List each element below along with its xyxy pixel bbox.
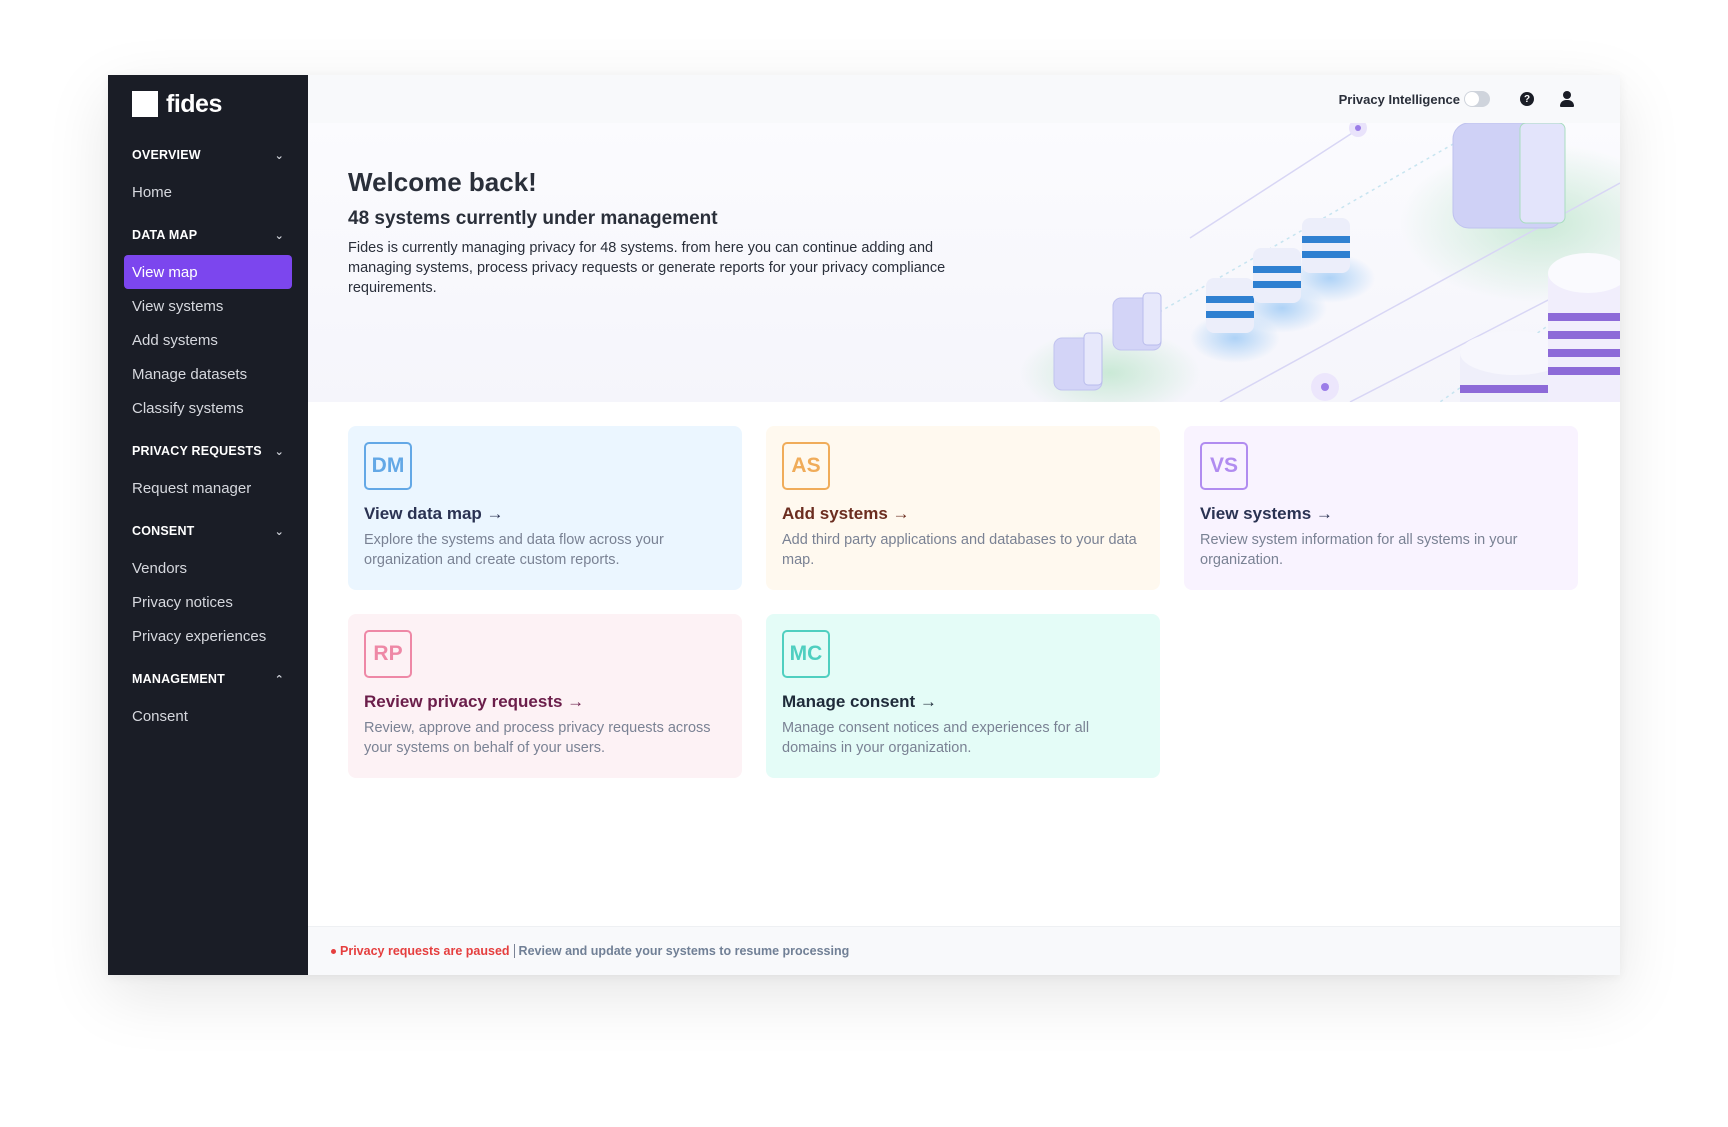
card-title-link[interactable]: Add systems → <box>782 504 910 523</box>
privacy-intelligence-label: Privacy Intelligence <box>1338 91 1460 107</box>
help-icon[interactable]: ? <box>1520 92 1534 106</box>
server-block-large <box>1452 123 1566 229</box>
welcome-title: Welcome back! <box>348 167 537 197</box>
chevron-down-icon: ⌄ <box>274 525 284 538</box>
card-description: Review, approve and process privacy requ… <box>364 720 711 756</box>
fides-logo[interactable]: fides <box>132 89 292 118</box>
chevron-down-icon: ⌄ <box>274 149 284 162</box>
welcome-hero: Welcome back! 48 systems currently under… <box>308 123 1620 402</box>
chevron-down-icon: ⌄ <box>274 445 284 458</box>
nav-section-management[interactable]: MANAGEMENT ⌃ <box>124 661 292 697</box>
card-as[interactable]: AS Add systems → Add third party applica… <box>766 426 1160 590</box>
card-rp[interactable]: RP Review privacy requests → Review, app… <box>348 614 742 778</box>
sidebar-item-view-map[interactable]: View map <box>124 255 292 289</box>
card-description: Review system information for all system… <box>1200 532 1518 568</box>
nav-section-label: MANAGEMENT <box>132 672 225 686</box>
nav-section-label: DATA MAP <box>132 228 198 242</box>
card-description: Add third party applications and databas… <box>782 532 1137 568</box>
card-dm[interactable]: DM View data map → Explore the systems a… <box>348 426 742 590</box>
user-icon[interactable] <box>1560 91 1574 107</box>
logo-mark <box>132 91 158 117</box>
sidebar-item-add-systems[interactable]: Add systems <box>132 331 218 349</box>
nav-section-overview[interactable]: OVERVIEW ⌄ <box>124 137 292 173</box>
card-description: Manage consent notices and experiences f… <box>782 720 1090 756</box>
systems-count-subtitle: 48 systems currently under management <box>348 208 718 229</box>
main-content: Privacy Intelligence ? <box>308 75 1620 975</box>
sidebar-item-consent[interactable]: Consent <box>132 707 188 725</box>
sidebar-item-home[interactable]: Home <box>132 183 173 201</box>
card-vs[interactable]: VS View systems → Review system informat… <box>1184 426 1578 590</box>
nav-section-consent[interactable]: CONSENT ⌄ <box>124 513 292 549</box>
sidebar-item-privacy-experiences[interactable]: Privacy experiences <box>132 627 267 645</box>
nav-section-data-map[interactable]: DATA MAP ⌄ <box>124 217 292 253</box>
privacy-intelligence-toggle[interactable] <box>1464 91 1490 107</box>
database-stack-3 <box>1302 218 1350 273</box>
chevron-down-icon: ⌄ <box>274 229 284 242</box>
nav-section-label: CONSENT <box>132 524 195 538</box>
sidebar-item-classify-systems[interactable]: Classify systems <box>132 399 244 417</box>
sidebar-item-privacy-notices[interactable]: Privacy notices <box>132 593 233 611</box>
cylinder-db <box>1460 253 1620 402</box>
nav-section-label: PRIVACY REQUESTS <box>132 444 262 458</box>
card-description: Explore the systems and data flow across… <box>364 532 664 568</box>
brand-name: fides <box>166 89 222 118</box>
card-title-link[interactable]: View data map → <box>364 504 504 523</box>
card-badge-icon: MC <box>782 630 830 678</box>
card-title-link[interactable]: View systems → <box>1200 504 1333 523</box>
card-title-link[interactable]: Manage consent → <box>782 692 937 711</box>
nav-section-privacy-requests[interactable]: PRIVACY REQUESTS ⌄ <box>124 433 292 469</box>
card-badge-icon: RP <box>364 630 412 678</box>
divider <box>513 944 515 958</box>
server-block-small-2 <box>1112 292 1162 351</box>
sidebar-item-view-systems[interactable]: View systems <box>132 297 224 315</box>
status-dot-icon <box>331 948 336 954</box>
hero-illustration <box>1020 123 1620 402</box>
sidebar-item-manage-datasets[interactable]: Manage datasets <box>132 365 248 383</box>
card-badge-icon: AS <box>782 442 830 490</box>
status-bar: Privacy requests are paused Review and u… <box>308 926 1620 975</box>
chevron-up-icon: ⌃ <box>274 673 284 686</box>
sidebar: fides OVERVIEW ⌄ Home DATA MAP ⌄ View map View… <box>108 75 308 975</box>
database-stack-1 <box>1206 278 1254 333</box>
sidebar-item-request-manager[interactable]: Request manager <box>132 479 252 497</box>
sidebar-item-vendors[interactable]: Vendors <box>132 559 188 577</box>
top-bar: Privacy Intelligence ? <box>308 75 1620 123</box>
card-badge-icon: VS <box>1200 442 1248 490</box>
welcome-description: Fides is currently managing privacy for … <box>348 240 946 296</box>
card-mc[interactable]: MC Manage consent → Manage consent notic… <box>766 614 1160 778</box>
server-block-small-1 <box>1053 332 1103 391</box>
paused-status: Privacy requests are paused <box>340 944 510 958</box>
nav-section-label: OVERVIEW <box>132 148 201 162</box>
database-stack-2 <box>1253 248 1301 303</box>
action-cards: DM View data map → Explore the systems a… <box>348 426 1578 778</box>
app-window: fides OVERVIEW ⌄ Home DATA MAP ⌄ View map View… <box>108 75 1620 975</box>
card-badge-icon: DM <box>364 442 412 490</box>
status-hint: Review and update your systems to resume… <box>518 944 850 958</box>
card-title-link[interactable]: Review privacy requests → <box>364 692 585 711</box>
